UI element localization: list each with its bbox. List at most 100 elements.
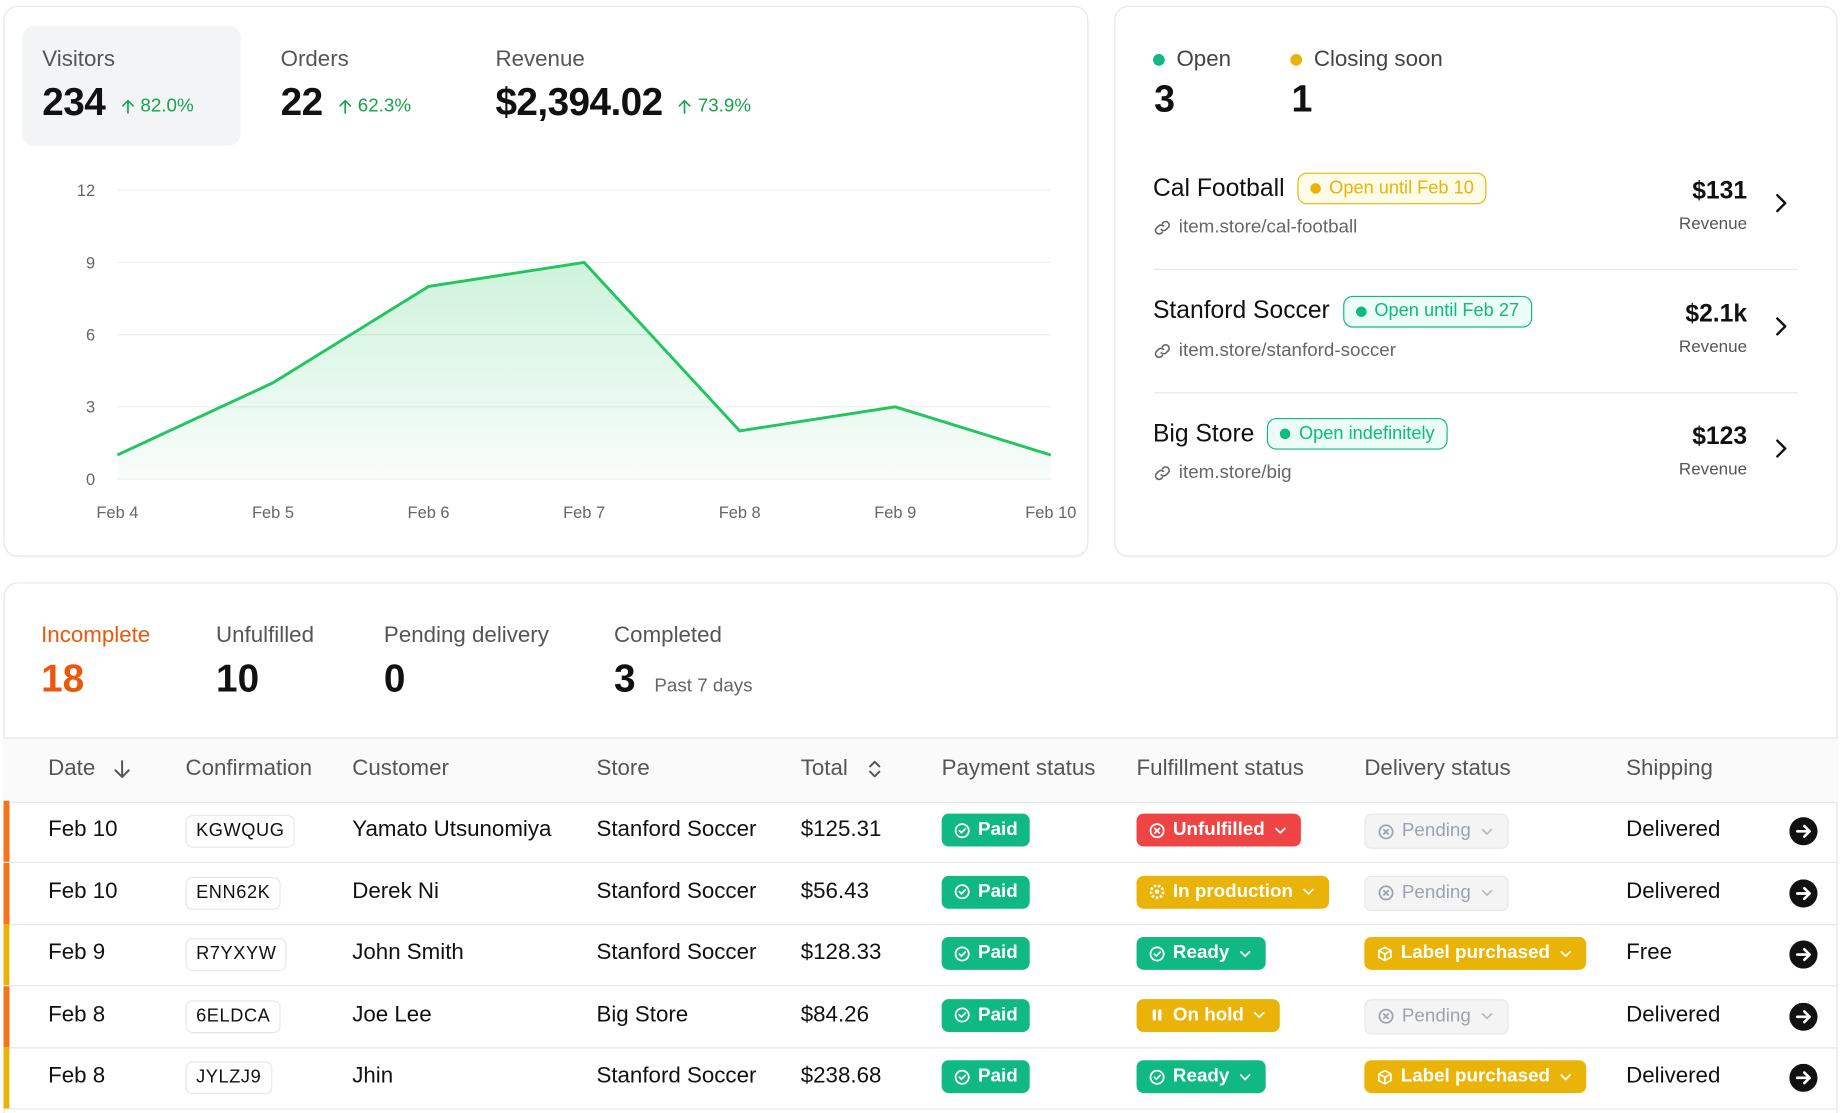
y-tick-label: 0: [86, 471, 95, 489]
stat-row: 22 62.3%: [281, 80, 411, 125]
stores-card: [1114, 5, 1838, 557]
status-dot: [1152, 54, 1165, 66]
table-row: [3, 800, 1838, 863]
dropdown-chevron: [1239, 950, 1251, 957]
row-accent: [3, 985, 10, 1047]
column-header: Total: [801, 756, 886, 782]
status-text: Paid: [978, 881, 1018, 902]
cell-shipping: Delivered: [1626, 817, 1721, 842]
cell-total: $56.43: [800, 878, 869, 904]
status-badge[interactable]: On hold: [1136, 998, 1281, 1032]
order-tab[interactable]: Incomplete 18: [41, 623, 150, 700]
cell-date: Feb 10: [48, 817, 118, 842]
dropdown-chevron: [1254, 1011, 1266, 1019]
cell-total: $84.26: [800, 1002, 869, 1027]
x-tick-label: Feb 9: [874, 504, 916, 522]
status-badge[interactable]: Pending: [1364, 875, 1509, 911]
store-revenue-label: Revenue: [1678, 337, 1748, 357]
row-open-button[interactable]: [1789, 1063, 1818, 1098]
store-name: Stanford Soccer: [1152, 297, 1330, 325]
badge-text: Open until Feb 10: [1329, 177, 1474, 198]
order-tab[interactable]: Completed 3 Past 7 days: [614, 623, 753, 700]
cell-date: Feb 8: [48, 1063, 106, 1089]
row-open-button[interactable]: [1789, 817, 1818, 851]
column-header: Customer: [352, 756, 449, 782]
tab-note: Past 7 days: [654, 676, 753, 697]
x-tick-label: Feb 5: [252, 504, 294, 522]
dropdown-chevron: [1481, 889, 1492, 896]
column-header: Store: [596, 756, 649, 782]
stat-change: 82.0%: [119, 96, 194, 117]
status-badge: Paid: [941, 936, 1030, 970]
stat-label: Revenue: [495, 46, 585, 72]
badge-text: Open indefinitely: [1299, 423, 1435, 444]
tab-count: 18: [41, 656, 85, 700]
status-badge[interactable]: Pending: [1364, 813, 1509, 849]
link-icon: [1154, 343, 1170, 358]
status-icon: [1378, 885, 1394, 901]
summary-count: 3: [1154, 77, 1176, 120]
cell-customer: Joe Lee: [352, 1002, 432, 1027]
dropdown-chevron: [1560, 1073, 1572, 1080]
up-arrow: [121, 99, 134, 114]
status-icon: [1377, 1069, 1392, 1085]
status-badge[interactable]: In production: [1136, 875, 1330, 909]
store-badge: Open until Feb 27: [1342, 295, 1533, 327]
column-header-text: Delivery status: [1364, 756, 1511, 781]
arrow-circle: [1789, 817, 1818, 846]
x-tick-label: Feb 6: [408, 504, 450, 522]
dropdown-chevron: [1239, 1073, 1251, 1080]
status-badge[interactable]: Ready: [1136, 1060, 1266, 1094]
status-badge[interactable]: Label purchased: [1364, 1060, 1587, 1094]
status-text: Paid: [978, 819, 1018, 840]
column-header-text: Customer: [352, 756, 449, 781]
store-name: Cal Football: [1152, 174, 1285, 202]
status-badge[interactable]: Unfulfilled: [1136, 813, 1302, 847]
status-icon: [954, 1069, 970, 1085]
tab-count-row: 10: [216, 656, 314, 701]
link-icon: [1154, 466, 1170, 481]
cell-shipping: Delivered: [1626, 1002, 1721, 1027]
stat-change-text: 62.3%: [357, 96, 412, 117]
store-revenue: $131: [1692, 177, 1748, 205]
store-badge: Open indefinitely: [1267, 417, 1448, 450]
stat-value: $2,394.02: [495, 79, 663, 124]
store-revenue-label: Revenue: [1678, 460, 1748, 480]
stat-row: 234 82.0%: [42, 80, 193, 125]
cell-customer: Jhin: [352, 1063, 394, 1089]
row-accent: [3, 862, 10, 924]
y-tick-label: 9: [86, 254, 95, 272]
cell-date: Feb 10: [48, 878, 118, 904]
store-name: Big Store: [1152, 419, 1255, 447]
store-url-row: item.store/big: [1153, 463, 1292, 484]
column-header: Confirmation: [186, 756, 312, 782]
order-tab[interactable]: Pending delivery 0: [384, 623, 549, 700]
row-accent: [3, 1047, 10, 1109]
row-open-button[interactable]: [1789, 878, 1818, 913]
y-tick-label: 6: [86, 326, 95, 344]
row-open-button[interactable]: [1789, 1002, 1818, 1036]
cell-shipping: Free: [1626, 940, 1673, 966]
badge-dot: [1310, 183, 1321, 194]
store-chevron[interactable]: [1769, 315, 1790, 342]
store-chevron[interactable]: [1769, 193, 1790, 220]
status-text: Ready: [1172, 942, 1230, 963]
status-icon: [1149, 1069, 1165, 1085]
cell-total: $125.31: [800, 817, 882, 842]
stat-label: Visitors: [42, 46, 116, 72]
store-url-row: item.store/stanford-soccer: [1153, 340, 1396, 361]
summary-label-row: Closing soon: [1290, 47, 1443, 73]
status-badge[interactable]: Label purchased: [1364, 936, 1587, 970]
status-icon: [1149, 822, 1165, 838]
status-badge[interactable]: Ready: [1136, 936, 1266, 970]
row-open-button[interactable]: [1789, 940, 1818, 974]
summary-count: 1: [1291, 77, 1313, 120]
status-badge[interactable]: Pending: [1364, 998, 1509, 1034]
store-chevron[interactable]: [1769, 438, 1790, 465]
status-icon: [954, 945, 970, 961]
status-text: Ready: [1172, 1066, 1230, 1087]
row-accent: [3, 924, 10, 986]
chevron-right: [1776, 439, 1787, 458]
store-revenue: $123: [1692, 422, 1748, 450]
order-tab[interactable]: Unfulfilled 10: [216, 623, 314, 700]
